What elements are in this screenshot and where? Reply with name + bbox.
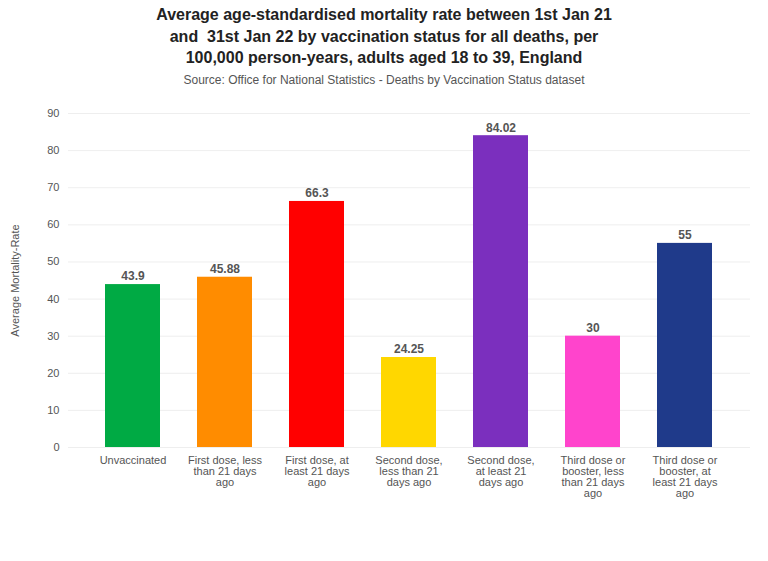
svg-text:10: 10 — [47, 404, 59, 416]
svg-text:Third dose orbooster, atleast: Third dose orbooster, atleast 21 daysago — [653, 454, 718, 499]
svg-text:20: 20 — [47, 367, 59, 379]
svg-text:45.88: 45.88 — [210, 262, 240, 276]
svg-text:30: 30 — [47, 329, 59, 341]
svg-text:Second dose,at least 21days ag: Second dose,at least 21days ago — [467, 454, 534, 488]
svg-text:70: 70 — [47, 181, 59, 193]
svg-text:Average Mortality-Rate: Average Mortality-Rate — [9, 224, 21, 336]
svg-text:43.9: 43.9 — [121, 269, 145, 283]
svg-text:Third dose orbooster, lessthan: Third dose orbooster, lessthan 21 daysag… — [561, 454, 626, 499]
svg-text:First dose, lessthan 21 daysag: First dose, lessthan 21 daysago — [188, 454, 262, 488]
html-text:Average age-standardised morta: Average age-standardised mortality rate … — [156, 6, 612, 67]
svg-text:First dose, atleast 21 daysago: First dose, atleast 21 daysago — [285, 454, 350, 488]
svg-text:80: 80 — [47, 144, 59, 156]
svg-text:66.3: 66.3 — [305, 186, 329, 200]
svg-text:Unvaccinated: Unvaccinated — [100, 454, 167, 466]
svg-text:60: 60 — [47, 218, 59, 230]
svg-text:24.25: 24.25 — [394, 342, 424, 356]
svg-text:40: 40 — [47, 292, 59, 304]
svg-text:84.02: 84.02 — [486, 120, 516, 134]
html-text:Source: Office for National St: Source: Office for National Statistics -… — [183, 72, 585, 87]
svg-text:0: 0 — [53, 441, 59, 453]
svg-text:50: 50 — [47, 255, 59, 267]
svg-text:55: 55 — [678, 228, 692, 242]
svg-text:90: 90 — [47, 107, 59, 119]
svg-text:Second dose,less than 21days a: Second dose,less than 21days ago — [375, 454, 442, 488]
svg-text:30: 30 — [586, 321, 600, 335]
